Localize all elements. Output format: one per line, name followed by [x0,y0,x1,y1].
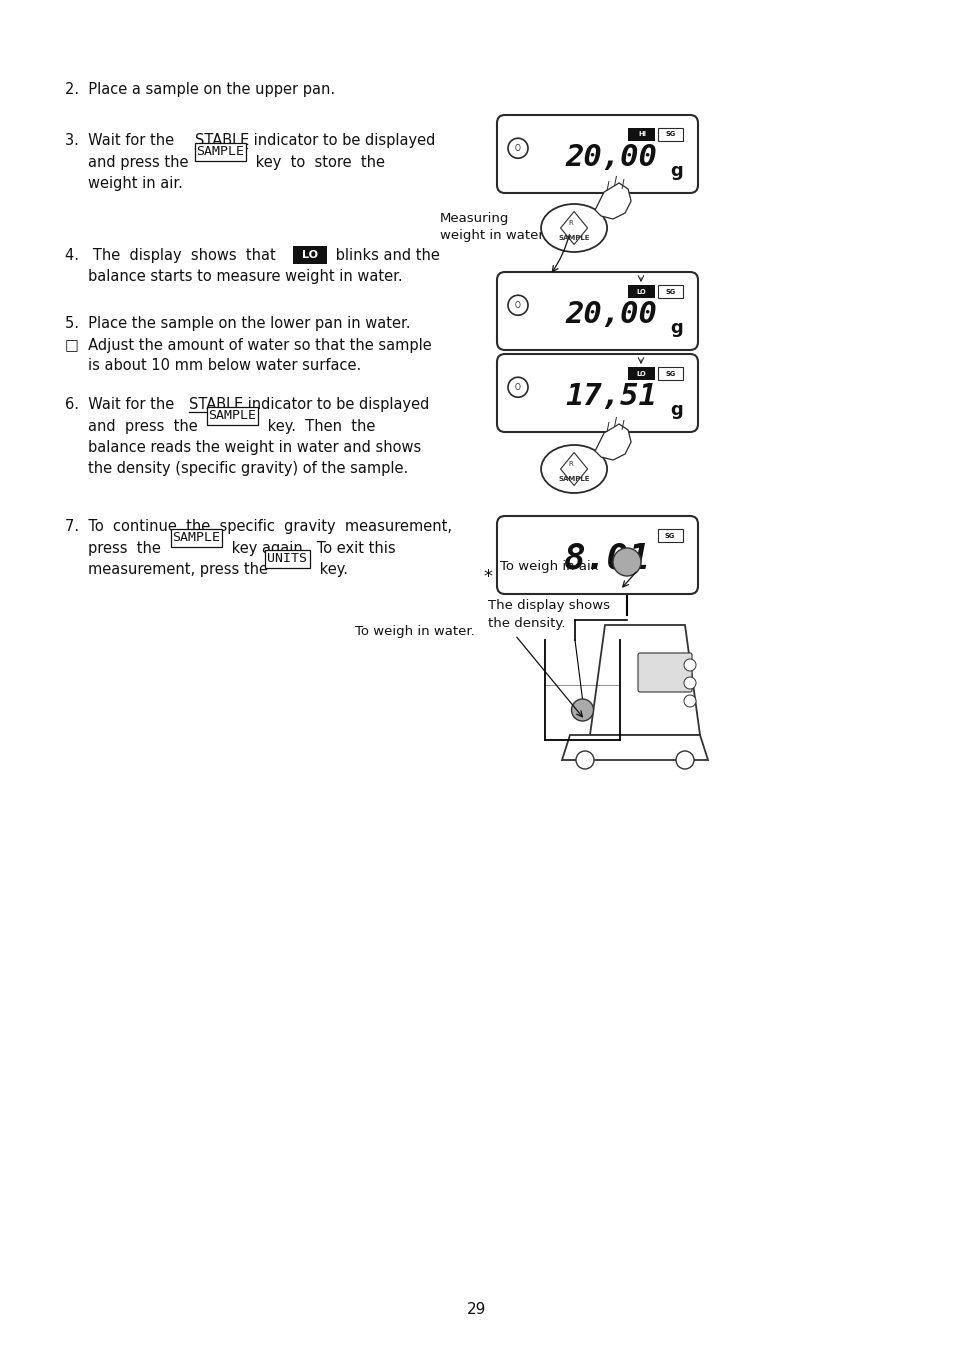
FancyBboxPatch shape [658,285,682,298]
Text: STABLE: STABLE [194,134,249,148]
Text: O: O [515,383,520,392]
Circle shape [507,296,527,316]
Text: the density (specific gravity) of the sample.: the density (specific gravity) of the sa… [88,462,408,477]
FancyBboxPatch shape [171,528,222,547]
Text: SAMPLE: SAMPLE [209,409,256,423]
Text: HI: HI [638,131,645,138]
Text: the density.: the density. [488,617,565,630]
Text: SG: SG [665,370,676,377]
Text: press  the: press the [88,540,165,555]
Polygon shape [560,212,587,244]
Text: 3.  Wait for the: 3. Wait for the [65,134,178,148]
Text: O: O [515,301,520,309]
FancyBboxPatch shape [194,143,246,161]
Text: indicator to be displayed: indicator to be displayed [249,134,435,148]
Text: □  Adjust the amount of water so that the sample: □ Adjust the amount of water so that the… [65,338,432,352]
Text: balance reads the weight in water and shows: balance reads the weight in water and sh… [88,440,421,455]
Text: SAMPLE: SAMPLE [196,144,244,158]
Text: 20,00: 20,00 [564,143,657,171]
FancyBboxPatch shape [497,516,698,594]
Circle shape [683,676,696,688]
Text: SAMPLE: SAMPLE [172,531,220,544]
Text: LO: LO [302,250,317,261]
Circle shape [676,751,693,769]
Polygon shape [595,424,631,460]
Text: 29: 29 [467,1303,486,1318]
FancyBboxPatch shape [658,529,682,541]
Text: R: R [568,460,573,467]
Text: blinks and the: blinks and the [331,248,439,263]
Text: weight in water.: weight in water. [439,230,546,242]
Text: STABLE: STABLE [189,397,243,412]
Text: is about 10 mm below water surface.: is about 10 mm below water surface. [88,358,361,373]
Circle shape [507,377,527,397]
Text: SAMPLE: SAMPLE [558,235,589,242]
Text: g: g [670,319,682,338]
Circle shape [507,138,527,158]
Text: g: g [670,401,682,418]
Text: 20,00: 20,00 [564,300,657,329]
Text: SG: SG [664,532,675,539]
Text: Measuring: Measuring [439,212,509,225]
Text: To weigh in water.: To weigh in water. [355,625,475,639]
Text: *: * [483,568,492,586]
Text: The display shows: The display shows [488,599,609,612]
Polygon shape [595,184,631,219]
Text: g: g [670,162,682,180]
FancyBboxPatch shape [658,367,682,379]
Text: SAMPLE: SAMPLE [558,477,589,482]
Text: 8.01: 8.01 [563,541,650,575]
Circle shape [571,699,593,721]
FancyBboxPatch shape [207,406,258,424]
FancyBboxPatch shape [627,128,655,140]
Text: SG: SG [665,131,676,138]
Text: SG: SG [665,289,676,294]
Circle shape [683,659,696,671]
Text: and  press  the: and press the [88,418,202,433]
Ellipse shape [540,204,606,252]
Text: 17,51: 17,51 [564,382,657,412]
FancyBboxPatch shape [658,128,682,140]
Ellipse shape [540,446,606,493]
Text: 6.  Wait for the: 6. Wait for the [65,397,179,412]
Text: 5.  Place the sample on the lower pan in water.: 5. Place the sample on the lower pan in … [65,316,410,331]
Text: R: R [568,220,573,225]
Text: weight in air.: weight in air. [88,176,183,190]
Text: LO: LO [636,289,645,294]
Polygon shape [589,625,700,734]
Text: indicator to be displayed: indicator to be displayed [243,397,429,412]
FancyBboxPatch shape [627,367,655,379]
Circle shape [683,695,696,707]
Text: key  to  store  the: key to store the [251,154,385,170]
FancyBboxPatch shape [497,115,698,193]
Polygon shape [560,452,587,486]
Circle shape [613,548,640,576]
FancyBboxPatch shape [627,285,655,298]
Text: and press the: and press the [88,154,193,170]
Text: key again.  To exit this: key again. To exit this [227,540,395,555]
Text: 4.   The  display  shows  that: 4. The display shows that [65,248,280,263]
FancyBboxPatch shape [293,246,327,265]
FancyBboxPatch shape [638,653,691,693]
Text: To weigh in air.: To weigh in air. [499,560,598,572]
Text: key.: key. [314,562,348,576]
Text: measurement, press the: measurement, press the [88,562,273,576]
Text: balance starts to measure weight in water.: balance starts to measure weight in wate… [88,270,402,285]
Circle shape [576,751,594,769]
Polygon shape [561,734,707,760]
FancyBboxPatch shape [497,271,698,350]
Text: 2.  Place a sample on the upper pan.: 2. Place a sample on the upper pan. [65,82,335,97]
FancyBboxPatch shape [265,549,310,568]
Text: O: O [515,143,520,153]
Text: UNITS: UNITS [267,552,307,566]
Text: 7.  To  continue  the  specific  gravity  measurement,: 7. To continue the specific gravity meas… [65,518,452,535]
Text: LO: LO [636,370,645,377]
FancyBboxPatch shape [497,354,698,432]
Text: key.  Then  the: key. Then the [263,418,375,433]
